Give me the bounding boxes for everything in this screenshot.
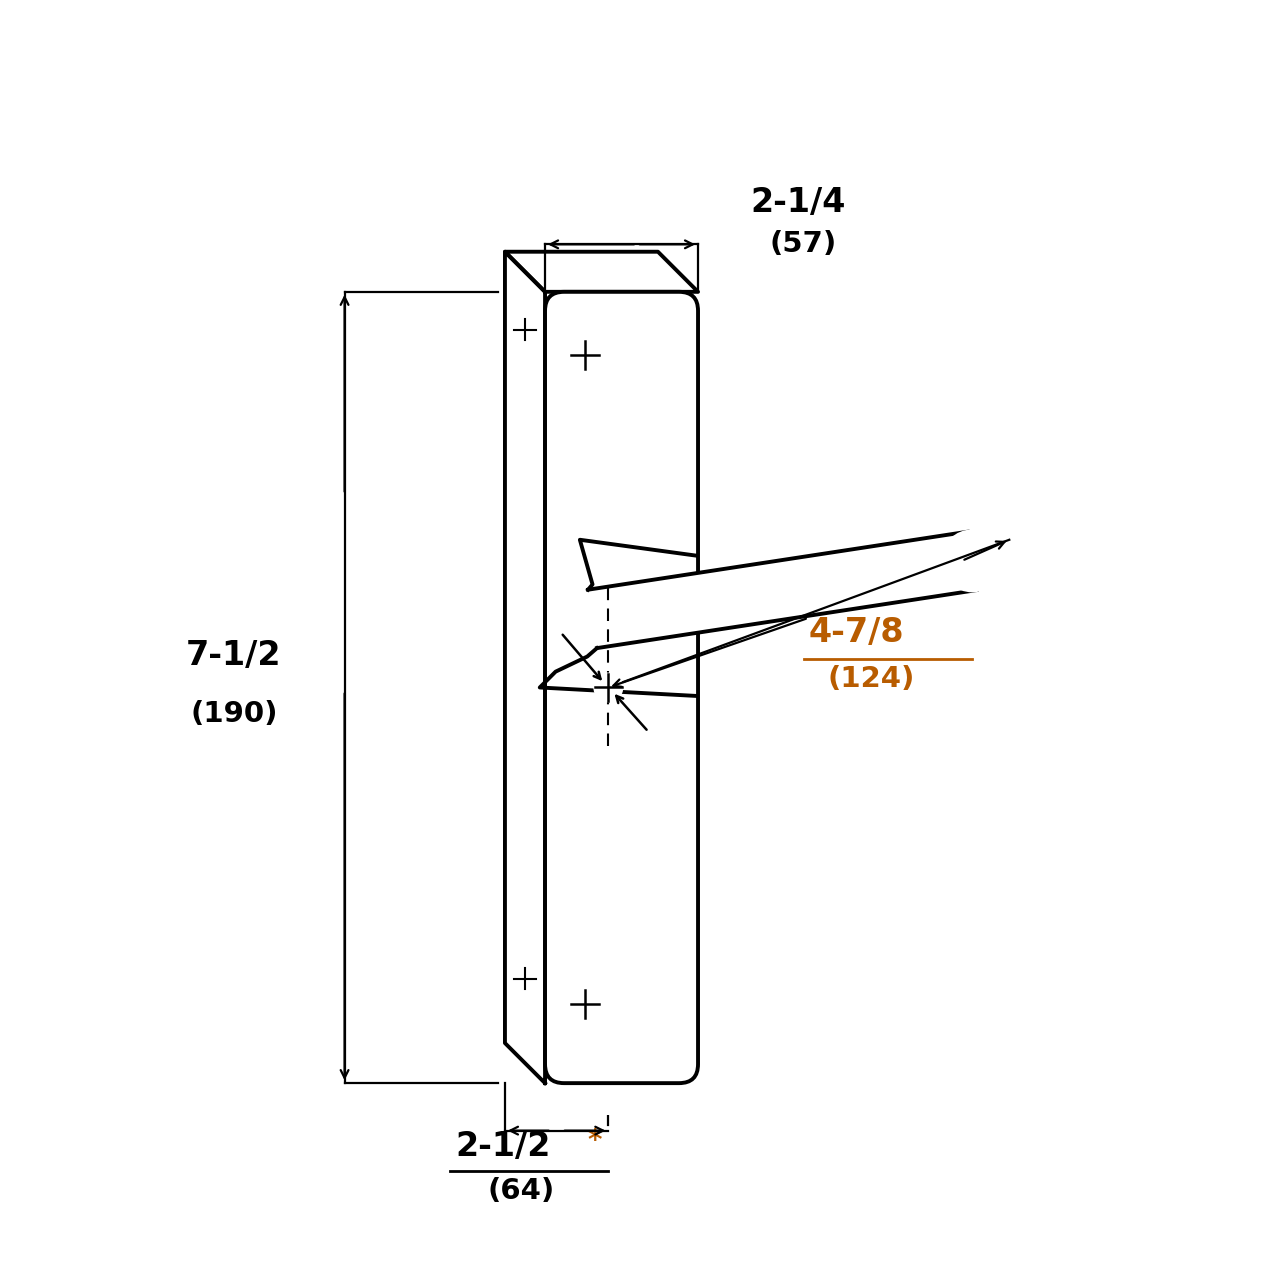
Circle shape (595, 673, 622, 701)
Circle shape (943, 531, 1002, 590)
Polygon shape (588, 531, 977, 648)
Circle shape (515, 968, 535, 989)
Text: (124): (124) (828, 666, 915, 692)
Text: 4-7/8: 4-7/8 (809, 616, 905, 649)
Text: 2-1/2: 2-1/2 (456, 1130, 550, 1164)
Circle shape (515, 319, 535, 340)
Text: (64): (64) (486, 1176, 554, 1204)
Circle shape (571, 991, 599, 1018)
Text: 2-1/4: 2-1/4 (751, 186, 846, 219)
Polygon shape (504, 252, 698, 292)
Text: (57): (57) (769, 230, 837, 259)
Text: *: * (588, 1128, 602, 1155)
Polygon shape (504, 252, 545, 1083)
Circle shape (571, 342, 599, 369)
Text: (190): (190) (189, 700, 278, 728)
FancyBboxPatch shape (545, 292, 698, 1083)
Text: 7-1/2: 7-1/2 (186, 639, 282, 672)
